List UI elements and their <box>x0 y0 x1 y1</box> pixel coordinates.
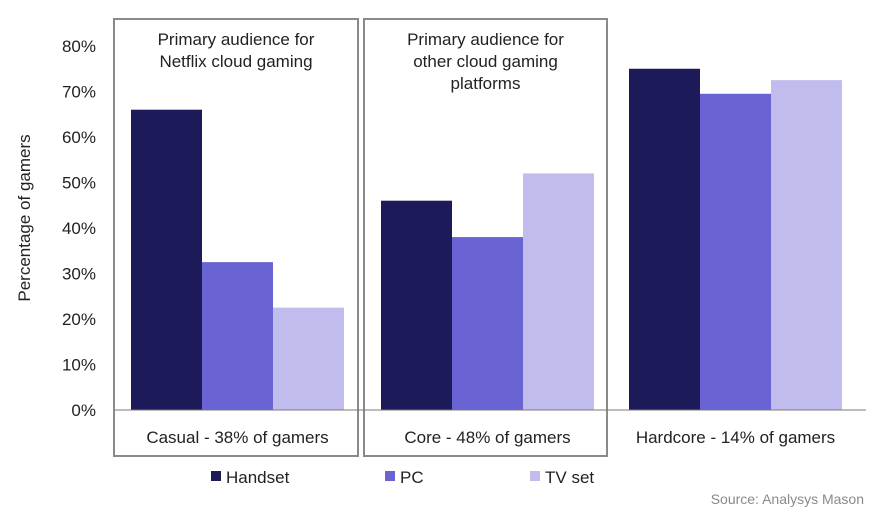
y-tick-label: 50% <box>62 174 96 193</box>
bar-tv-set <box>771 80 842 410</box>
bar-tv-set <box>523 173 594 410</box>
category-label: Core - 48% of gamers <box>404 428 570 447</box>
y-axis: 0% 10% 20% 30% 40% 50% 60% 70% 80% <box>62 37 96 420</box>
legend-swatch <box>530 471 540 481</box>
category-label: Hardcore - 14% of gamers <box>636 428 835 447</box>
bar-tv-set <box>273 307 344 410</box>
category-labels: Casual - 38% of gamers Core - 48% of game… <box>146 428 835 447</box>
y-axis-label: Percentage of gamers <box>15 134 34 301</box>
bar-pc <box>700 93 771 411</box>
y-tick-label: 60% <box>62 128 96 147</box>
annotation-text: Primary audience for other cloud gaming pl… <box>407 30 564 93</box>
bar-pc <box>202 262 273 410</box>
y-tick-label: 80% <box>62 37 96 56</box>
y-tick-label: 40% <box>62 219 96 238</box>
annotation-boxes <box>113 18 608 457</box>
bar-handset <box>381 200 452 410</box>
bar-pc <box>452 237 523 410</box>
y-tick-label: 10% <box>62 356 96 375</box>
y-tick-label: 0% <box>71 401 96 420</box>
y-tick-label: 30% <box>62 265 96 284</box>
bars <box>131 68 842 411</box>
y-tick-label: 70% <box>62 83 96 102</box>
legend-label: TV set <box>545 468 594 487</box>
highlight-box <box>113 18 359 457</box>
highlight-box <box>363 18 608 457</box>
source-note: Source: Analysys Mason <box>711 491 864 507</box>
annotation-text: Primary audience for Netflix cloud gaming <box>158 30 315 71</box>
legend: Handset PC TV set <box>211 468 594 487</box>
legend-swatch <box>385 471 395 481</box>
annotations: Primary audience for Netflix cloud gaming… <box>158 30 565 93</box>
legend-label: PC <box>400 468 424 487</box>
bar-handset <box>629 68 700 410</box>
category-label: Casual - 38% of gamers <box>146 428 328 447</box>
bar-handset <box>131 109 202 410</box>
legend-swatch <box>211 471 221 481</box>
legend-label: Handset <box>226 468 290 487</box>
y-tick-label: 20% <box>62 310 96 329</box>
